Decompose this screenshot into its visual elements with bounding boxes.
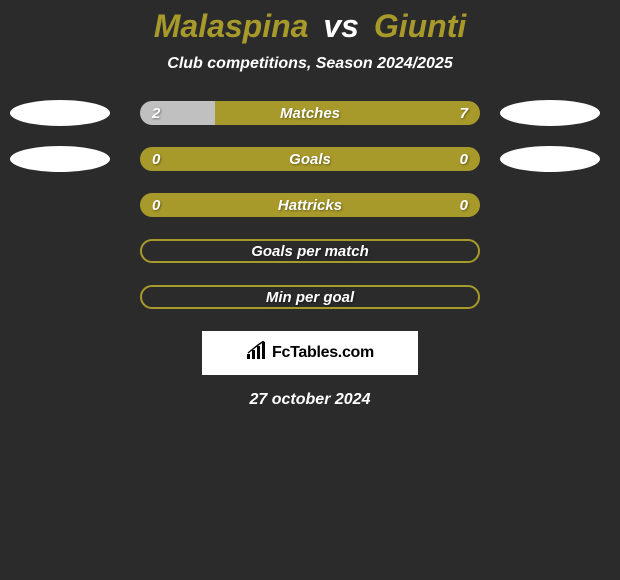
subtitle: Club competitions, Season 2024/2025: [0, 55, 620, 73]
stat-ring: Min per goal: [140, 285, 480, 309]
stat-label: Goals: [140, 147, 480, 171]
chart-icon: [246, 341, 268, 366]
stats-section: Matches27Goals00Hattricks00Goals per mat…: [0, 101, 620, 309]
stat-bar: Goals0 0: [140, 147, 480, 171]
brand-box[interactable]: FcTables.com: [202, 331, 418, 375]
stat-label: Matches: [140, 101, 480, 125]
stat-value-right: 7: [448, 101, 480, 125]
player1-name: Malaspina: [154, 8, 309, 44]
player2-ellipse: [500, 146, 600, 172]
date-label: 27 october 2024: [0, 391, 620, 409]
brand-label: FcTables.com: [272, 344, 374, 362]
stat-value-left: 0: [140, 193, 172, 217]
stat-row: Matches2 7: [0, 101, 620, 125]
stat-value-left: 0: [140, 147, 172, 171]
stat-row: Hattricks0 0: [0, 193, 620, 217]
stat-value-right: 0: [448, 193, 480, 217]
stat-row: Goals0 0: [0, 147, 620, 171]
stat-value-right: 0: [448, 147, 480, 171]
stat-bar: Hattricks0 0: [140, 193, 480, 217]
stat-row: Goals per match: [0, 239, 620, 263]
title-vs: vs: [323, 8, 359, 44]
stat-row: Min per goal: [0, 285, 620, 309]
player2-ellipse: [500, 100, 600, 126]
player2-name: Giunti: [374, 8, 466, 44]
stat-ring: Goals per match: [140, 239, 480, 263]
stat-value-left: 2: [140, 101, 172, 125]
stat-label: Hattricks: [140, 193, 480, 217]
player1-ellipse: [10, 146, 110, 172]
player1-ellipse: [10, 100, 110, 126]
title: Malaspina vs Giunti: [0, 8, 620, 45]
stat-bar: Matches2 7: [140, 101, 480, 125]
widget-container: Malaspina vs Giunti Club competitions, S…: [0, 0, 620, 409]
